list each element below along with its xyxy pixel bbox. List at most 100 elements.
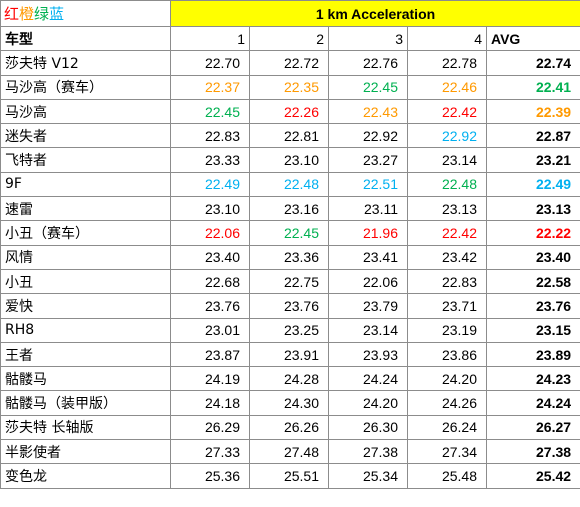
avg-cell[interactable]: 24.24 bbox=[485, 390, 580, 416]
run-1-header[interactable]: 1 bbox=[170, 25, 250, 52]
car-name-cell[interactable]: 马沙高（赛车） bbox=[0, 74, 171, 100]
run-3-cell[interactable]: 22.92 bbox=[328, 123, 408, 149]
run-3-header[interactable]: 3 bbox=[328, 25, 408, 52]
run-4-cell[interactable]: 22.46 bbox=[407, 74, 487, 100]
avg-cell[interactable]: 23.15 bbox=[485, 317, 580, 343]
car-name-cell[interactable]: 爱快 bbox=[0, 293, 171, 319]
run-1-cell[interactable]: 23.40 bbox=[170, 244, 250, 270]
car-name-cell[interactable]: 风情 bbox=[0, 244, 171, 270]
car-name-cell[interactable]: 半影使者 bbox=[0, 439, 171, 465]
run-1-cell[interactable]: 23.76 bbox=[170, 293, 250, 319]
run-1-cell[interactable]: 22.68 bbox=[170, 268, 250, 295]
run-2-cell[interactable]: 23.76 bbox=[249, 293, 329, 319]
run-4-cell[interactable]: 22.48 bbox=[407, 171, 487, 198]
run-1-cell[interactable]: 25.36 bbox=[170, 463, 250, 489]
run-1-cell[interactable]: 24.18 bbox=[170, 390, 250, 416]
car-name-cell[interactable]: 马沙高 bbox=[0, 98, 171, 125]
run-3-cell[interactable]: 23.11 bbox=[328, 196, 408, 222]
run-2-header[interactable]: 2 bbox=[249, 25, 329, 52]
run-1-cell[interactable]: 23.33 bbox=[170, 147, 250, 173]
run-3-cell[interactable]: 22.76 bbox=[328, 50, 408, 76]
avg-cell[interactable]: 24.23 bbox=[485, 366, 580, 392]
car-name-cell[interactable]: 骷髅马 bbox=[0, 366, 171, 392]
run-4-cell[interactable]: 24.26 bbox=[407, 390, 487, 416]
run-2-cell[interactable]: 23.10 bbox=[249, 147, 329, 173]
run-1-cell[interactable]: 23.01 bbox=[170, 317, 250, 343]
run-1-cell[interactable]: 23.10 bbox=[170, 196, 250, 222]
run-4-cell[interactable]: 23.71 bbox=[407, 293, 487, 319]
run-2-cell[interactable]: 22.45 bbox=[249, 220, 329, 246]
run-4-cell[interactable]: 22.83 bbox=[407, 268, 487, 295]
avg-cell[interactable]: 22.74 bbox=[485, 50, 580, 76]
run-2-cell[interactable]: 25.51 bbox=[249, 463, 329, 489]
run-1-cell[interactable]: 22.06 bbox=[170, 220, 250, 246]
run-4-cell[interactable]: 22.78 bbox=[407, 50, 487, 76]
avg-cell[interactable]: 22.49 bbox=[485, 171, 580, 198]
run-2-cell[interactable]: 22.72 bbox=[249, 50, 329, 76]
avg-cell[interactable]: 22.58 bbox=[485, 268, 580, 295]
run-2-cell[interactable]: 22.48 bbox=[249, 171, 329, 198]
run-1-cell[interactable]: 22.49 bbox=[170, 171, 250, 198]
run-4-cell[interactable]: 23.19 bbox=[407, 317, 487, 343]
run-4-cell[interactable]: 23.13 bbox=[407, 196, 487, 222]
run-1-cell[interactable]: 27.33 bbox=[170, 439, 250, 465]
run-3-cell[interactable]: 23.93 bbox=[328, 341, 408, 368]
car-name-cell[interactable]: 9F bbox=[0, 171, 171, 198]
car-name-cell[interactable]: 莎夫特 V12 bbox=[0, 50, 171, 76]
run-2-cell[interactable]: 26.26 bbox=[249, 414, 329, 441]
run-1-cell[interactable]: 22.83 bbox=[170, 123, 250, 149]
run-1-cell[interactable]: 23.87 bbox=[170, 341, 250, 368]
run-2-cell[interactable]: 23.25 bbox=[249, 317, 329, 343]
car-name-cell[interactable]: 骷髅马（装甲版） bbox=[0, 390, 171, 416]
color-legend-cell[interactable]: 红橙绿蓝 bbox=[0, 0, 171, 27]
run-2-cell[interactable]: 24.28 bbox=[249, 366, 329, 392]
run-4-cell[interactable]: 26.24 bbox=[407, 414, 487, 441]
car-name-cell[interactable]: 莎夫特 长轴版 bbox=[0, 414, 171, 441]
run-3-cell[interactable]: 22.06 bbox=[328, 268, 408, 295]
avg-cell[interactable]: 23.40 bbox=[485, 244, 580, 270]
avg-column-header[interactable]: AVG bbox=[485, 25, 580, 52]
avg-cell[interactable]: 23.76 bbox=[485, 293, 580, 319]
run-2-cell[interactable]: 22.26 bbox=[249, 98, 329, 125]
avg-cell[interactable]: 27.38 bbox=[485, 439, 580, 465]
run-4-cell[interactable]: 27.34 bbox=[407, 439, 487, 465]
avg-cell[interactable]: 22.41 bbox=[485, 74, 580, 100]
run-1-cell[interactable]: 22.37 bbox=[170, 74, 250, 100]
run-3-cell[interactable]: 21.96 bbox=[328, 220, 408, 246]
run-1-cell[interactable]: 22.70 bbox=[170, 50, 250, 76]
car-name-cell[interactable]: 小丑 bbox=[0, 268, 171, 295]
car-name-cell[interactable]: 王者 bbox=[0, 341, 171, 368]
run-2-cell[interactable]: 24.30 bbox=[249, 390, 329, 416]
run-2-cell[interactable]: 22.81 bbox=[249, 123, 329, 149]
run-1-cell[interactable]: 24.19 bbox=[170, 366, 250, 392]
run-4-cell[interactable]: 23.42 bbox=[407, 244, 487, 270]
run-4-cell[interactable]: 22.42 bbox=[407, 220, 487, 246]
run-1-cell[interactable]: 22.45 bbox=[170, 98, 250, 125]
run-3-cell[interactable]: 23.79 bbox=[328, 293, 408, 319]
run-4-cell[interactable]: 24.20 bbox=[407, 366, 487, 392]
avg-cell[interactable]: 23.21 bbox=[485, 147, 580, 173]
run-2-cell[interactable]: 23.91 bbox=[249, 341, 329, 368]
run-4-cell[interactable]: 25.48 bbox=[407, 463, 487, 489]
run-2-cell[interactable]: 22.35 bbox=[249, 74, 329, 100]
run-3-cell[interactable]: 23.41 bbox=[328, 244, 408, 270]
run-3-cell[interactable]: 23.27 bbox=[328, 147, 408, 173]
run-4-cell[interactable]: 23.14 bbox=[407, 147, 487, 173]
run-3-cell[interactable]: 26.30 bbox=[328, 414, 408, 441]
run-3-cell[interactable]: 27.38 bbox=[328, 439, 408, 465]
car-name-cell[interactable]: 小丑（赛车） bbox=[0, 220, 171, 246]
run-3-cell[interactable]: 23.14 bbox=[328, 317, 408, 343]
avg-cell[interactable]: 25.42 bbox=[485, 463, 580, 489]
avg-cell[interactable]: 22.22 bbox=[485, 220, 580, 246]
car-name-cell[interactable]: 速雷 bbox=[0, 196, 171, 222]
car-column-header[interactable]: 车型 bbox=[0, 25, 171, 52]
run-2-cell[interactable]: 23.16 bbox=[249, 196, 329, 222]
car-name-cell[interactable]: 迷失者 bbox=[0, 123, 171, 149]
run-4-header[interactable]: 4 bbox=[407, 25, 487, 52]
run-2-cell[interactable]: 23.36 bbox=[249, 244, 329, 270]
run-3-cell[interactable]: 22.45 bbox=[328, 74, 408, 100]
run-4-cell[interactable]: 22.92 bbox=[407, 123, 487, 149]
run-3-cell[interactable]: 24.20 bbox=[328, 390, 408, 416]
run-3-cell[interactable]: 22.43 bbox=[328, 98, 408, 125]
run-4-cell[interactable]: 22.42 bbox=[407, 98, 487, 125]
